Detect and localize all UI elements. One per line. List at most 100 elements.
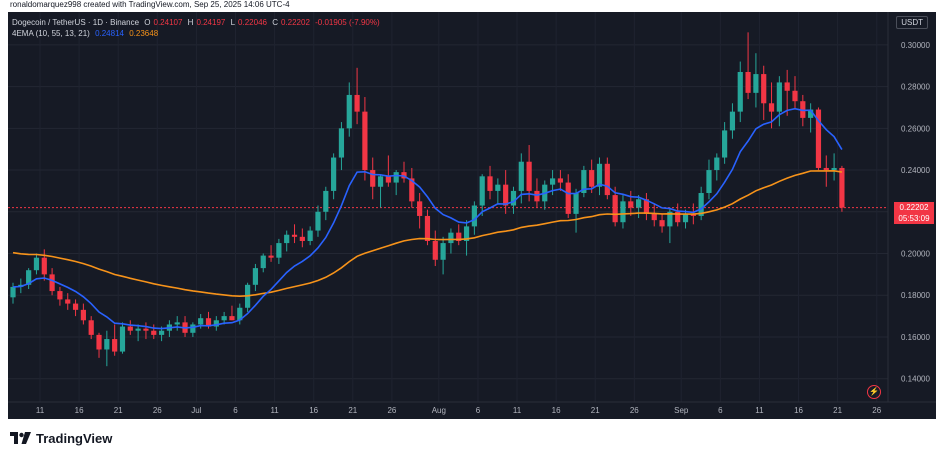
candle-up — [596, 157, 603, 196]
candle-up — [174, 316, 180, 331]
candle-up — [495, 178, 501, 204]
candle-up — [213, 316, 219, 331]
candle-body — [385, 176, 391, 183]
candle-up — [698, 186, 704, 221]
candle-up — [776, 76, 782, 127]
x-tick-label: 16 — [794, 406, 803, 415]
candle-body — [370, 170, 376, 187]
chart-panel[interactable]: 0.140000.160000.180000.200000.220000.240… — [8, 12, 936, 419]
candle-body — [573, 193, 579, 214]
candle-down — [651, 203, 657, 227]
candle-body — [284, 234, 290, 244]
candle-body — [119, 326, 126, 352]
candle-body — [745, 71, 751, 93]
candle-body — [534, 190, 540, 202]
candle-up — [237, 303, 243, 325]
candle-body — [49, 274, 55, 292]
candle-body — [33, 257, 40, 271]
candle-body — [675, 211, 681, 223]
close-label: C — [272, 18, 278, 27]
candle-body — [268, 255, 274, 258]
candle-down — [432, 230, 438, 267]
x-tick-label: 11 — [36, 406, 45, 415]
candle-body — [456, 232, 462, 241]
candle-down — [96, 332, 102, 358]
candle-up — [135, 324, 141, 342]
candle-body — [753, 74, 759, 93]
candle-body — [260, 255, 266, 269]
candle-body — [299, 236, 305, 241]
candle-body — [503, 184, 509, 206]
candle-body — [276, 243, 282, 258]
candle-body — [557, 178, 563, 183]
x-tick-label: 26 — [872, 406, 881, 415]
candle-down — [659, 213, 665, 233]
candle-up — [620, 195, 626, 229]
candle-body — [143, 328, 149, 331]
candle-up — [346, 82, 352, 137]
currency-button[interactable]: USDT — [896, 16, 928, 29]
candle-body — [291, 234, 298, 237]
candle-down — [299, 228, 305, 248]
candle-body — [526, 161, 532, 191]
candle-body — [471, 205, 477, 227]
candle-up — [636, 195, 642, 219]
candle-countdown: 05:53:09 — [898, 213, 930, 223]
candle-up — [808, 103, 814, 133]
candle-body — [667, 211, 673, 227]
candle-body — [510, 190, 517, 206]
candle-down — [41, 249, 47, 281]
candle-body — [714, 157, 720, 171]
candle-body — [205, 318, 212, 327]
ema-slow-line — [12, 169, 843, 298]
candle-body — [440, 243, 446, 260]
candle-up — [448, 228, 454, 254]
candle-up — [729, 103, 736, 139]
y-tick-label: 0.20000 — [901, 250, 930, 259]
candle-body — [800, 101, 806, 118]
candle-body — [57, 291, 63, 300]
high-label: H — [187, 18, 194, 27]
price-chart[interactable]: 0.140000.160000.180000.200000.220000.240… — [8, 12, 936, 419]
candle-body — [581, 170, 587, 194]
candle-up — [667, 207, 673, 244]
candle-down — [127, 320, 133, 335]
candle-up — [33, 253, 40, 275]
candle-body — [729, 111, 736, 131]
candle-down — [589, 159, 595, 194]
candle-body — [362, 111, 368, 171]
candle-body — [237, 307, 243, 321]
x-tick-label: Sep — [674, 406, 689, 415]
candle-body — [636, 199, 642, 208]
candle-body — [596, 163, 603, 187]
tradingview-logo: TradingView — [10, 430, 112, 446]
candle-up — [463, 220, 470, 256]
candle-down — [57, 286, 63, 306]
candle-down — [761, 65, 767, 120]
candle-down — [424, 209, 431, 246]
x-tick-label: 11 — [755, 406, 764, 415]
candle-up — [323, 186, 329, 221]
candle-down — [409, 167, 415, 208]
candle-body — [808, 109, 814, 118]
candle-body — [768, 103, 775, 112]
candle-body — [65, 299, 71, 304]
x-tick-label: 11 — [513, 406, 522, 415]
y-tick-label: 0.16000 — [901, 333, 930, 342]
candle-body — [41, 257, 47, 275]
candle-up — [753, 53, 759, 108]
x-tick-label: Jul — [191, 406, 201, 415]
candle-down — [229, 305, 235, 321]
candle-body — [479, 176, 485, 206]
candle-down — [768, 82, 775, 129]
candle-down — [557, 170, 563, 191]
x-tick-label: Aug — [432, 406, 446, 415]
lightning-icon[interactable]: ⚡ — [867, 385, 881, 399]
candle-body — [589, 170, 595, 187]
candle-body — [158, 330, 165, 335]
candle-body — [682, 213, 689, 223]
candle-up — [315, 205, 321, 237]
candle-up — [737, 61, 743, 123]
x-tick-label: 6 — [476, 406, 481, 415]
candle-body — [307, 230, 313, 241]
